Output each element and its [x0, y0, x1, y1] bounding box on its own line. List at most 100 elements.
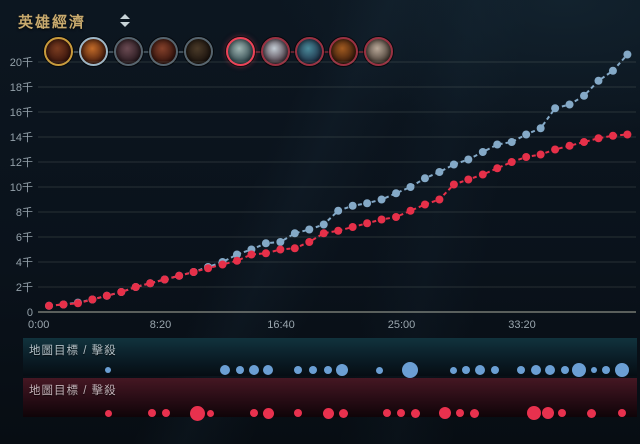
x-axis-tick-label: 8:20: [150, 319, 171, 331]
x-axis-tick-label: 0:00: [28, 319, 49, 331]
champion-avatar-blue-3[interactable]: [113, 37, 143, 66]
event-dot: [309, 366, 317, 374]
y-axis-tick-label: 18千: [10, 81, 33, 94]
red-team-gold-point: [551, 145, 560, 154]
event-dot: [456, 409, 464, 417]
event-dot: [531, 365, 541, 375]
event-dot: [402, 362, 418, 378]
champion-avatar-blue-5[interactable]: [183, 37, 213, 66]
red-team-gold-point: [102, 291, 111, 300]
event-dot: [462, 366, 470, 374]
event-dot: [236, 366, 244, 374]
blue-team-gold-point: [276, 238, 285, 246]
event-dot: [148, 409, 156, 417]
red-team-gold-point: [45, 301, 53, 310]
red-team-gold-point: [348, 223, 357, 231]
blue-team-gold-point: [290, 229, 299, 238]
event-dot: [527, 406, 541, 420]
event-dot: [105, 367, 111, 373]
x-axis-tick-label: 25:00: [388, 319, 416, 331]
blue-team-gold-point: [493, 140, 502, 149]
champion-avatar-blue-1[interactable]: [43, 37, 73, 66]
economy-line-chart: 0 2千 4千 6千 8千 10千 12千 14千 16千 18千 20千 0:00 8:20 16:40…: [10, 50, 636, 331]
red-team-gold-point: [449, 180, 458, 189]
event-dot: [262, 407, 274, 419]
event-dot: [336, 364, 348, 376]
event-dot: [615, 363, 629, 377]
champion-avatar-red-3[interactable]: [294, 37, 324, 66]
y-axis-tick-label: 8千: [16, 206, 33, 219]
red-team-gold-point: [363, 219, 372, 228]
red-team-gold-point: [536, 150, 545, 159]
event-dot: [572, 363, 586, 377]
red-team-gold-point: [160, 275, 169, 284]
y-axis-tick-label: 10千: [10, 181, 33, 194]
sort-toggle-icon[interactable]: [118, 13, 132, 29]
blue-team-gold-point: [464, 155, 473, 164]
blue-team-gold-point: [507, 138, 516, 146]
event-dot: [324, 366, 332, 374]
champion-avatar-blue-2[interactable]: [78, 37, 108, 66]
event-dot: [410, 408, 420, 418]
event-dot: [517, 366, 525, 374]
y-axis-tick-label: 6千: [16, 231, 33, 244]
blue-team-gold-point: [565, 100, 574, 109]
red-team-gold-line: [48, 133, 628, 307]
champion-avatar-red-4[interactable]: [328, 37, 358, 66]
event-dot: [558, 409, 566, 417]
red-team-gold-point: [88, 295, 97, 304]
y-axis-tick-label: 0: [27, 307, 33, 319]
red-team-gold-point: [580, 138, 589, 146]
y-axis-tick-label: 14千: [10, 131, 33, 144]
event-dot: [250, 409, 258, 417]
red-team-gold-point: [334, 226, 343, 235]
blue-team-gold-point: [580, 91, 589, 100]
event-dot: [602, 366, 610, 374]
event-dot: [220, 365, 230, 375]
red-team-gold-point: [392, 213, 401, 221]
events-strip-label: 地圖目標 / 擊殺: [29, 385, 117, 397]
champion-avatar-red-5[interactable]: [363, 37, 393, 66]
event-dot: [338, 408, 348, 418]
event-dot: [545, 365, 555, 375]
blue-team-gold-point: [319, 220, 328, 229]
event-dot: [586, 408, 596, 418]
red-team-gold-point: [493, 164, 502, 173]
champion-avatar-blue-4[interactable]: [148, 37, 178, 66]
x-axis-tick-label: 33:20: [508, 319, 536, 331]
event-dot: [322, 407, 334, 419]
red-team-gold-point: [175, 271, 184, 280]
event-dot: [439, 407, 451, 419]
event-dot: [294, 409, 302, 417]
blue-team-gold-point: [449, 160, 458, 169]
event-dot: [189, 405, 205, 421]
champion-avatar-red-1[interactable]: [225, 37, 255, 66]
red-team-gold-point: [131, 283, 140, 291]
y-axis-tick-label: 20千: [10, 56, 33, 69]
red-team-gold-point: [117, 288, 126, 296]
blue-team-gold-point: [623, 50, 632, 59]
blue-team-gold-point: [363, 199, 372, 208]
red-team-gold-point: [247, 250, 256, 259]
red-team-gold-point: [420, 200, 429, 209]
event-dot: [491, 366, 499, 374]
red-team-gold-point: [261, 249, 270, 258]
blue-team-gold-point: [435, 168, 444, 176]
champion-avatar-red-2[interactable]: [260, 37, 290, 66]
red-team-gold-point: [59, 300, 68, 309]
red-team-gold-point: [305, 238, 314, 246]
blue-team-gold-point: [232, 250, 241, 259]
event-dot: [104, 409, 112, 417]
chevron-up-icon: [120, 14, 130, 19]
chevron-down-icon: [120, 22, 130, 27]
red-team-gold-point: [290, 244, 299, 253]
y-axis-tick-label: 16千: [10, 106, 33, 119]
event-dot: [375, 366, 383, 374]
blue-team-gold-point: [478, 148, 487, 156]
red-team-gold-point: [319, 229, 328, 238]
event-dot: [294, 366, 302, 374]
blue-team-gold-point: [420, 174, 429, 183]
event-dot: [618, 409, 626, 417]
x-axis-tick-label: 16:40: [267, 319, 295, 331]
